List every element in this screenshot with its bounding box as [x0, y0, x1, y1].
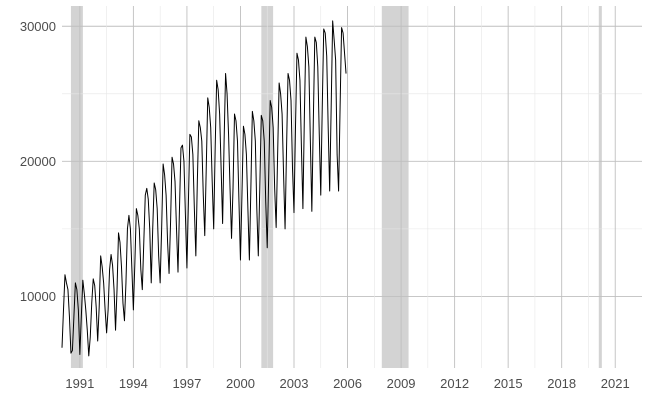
y-tick-label-30000: 30000	[20, 19, 56, 34]
y-tick-label-10000: 10000	[20, 289, 56, 304]
recession-band-2	[381, 6, 409, 368]
x-tick-label-1991: 1991	[65, 376, 94, 391]
x-tick-label-1997: 1997	[172, 376, 201, 391]
x-tick-label-2006: 2006	[333, 376, 362, 391]
x-tick-label-1994: 1994	[119, 376, 148, 391]
y-tick-label-20000: 20000	[20, 154, 56, 169]
x-tick-label-2000: 2000	[226, 376, 255, 391]
x-tick-label-2012: 2012	[440, 376, 469, 391]
tick-labels: 10000 20000 30000 1991 1994 1997 2000 2003 2006 2…	[20, 19, 630, 391]
series-layer	[61, 20, 347, 357]
series-line-0	[61, 20, 347, 357]
recession-band-3	[598, 6, 602, 368]
grid	[62, 6, 642, 368]
x-tick-label-2009: 2009	[387, 376, 416, 391]
x-tick-label-2015: 2015	[494, 376, 523, 391]
recession-bands	[70, 6, 602, 368]
x-tick-label-2018: 2018	[547, 376, 576, 391]
x-tick-label-2003: 2003	[280, 376, 309, 391]
recession-band-0	[70, 6, 83, 368]
x-tick-label-2021: 2021	[601, 376, 630, 391]
